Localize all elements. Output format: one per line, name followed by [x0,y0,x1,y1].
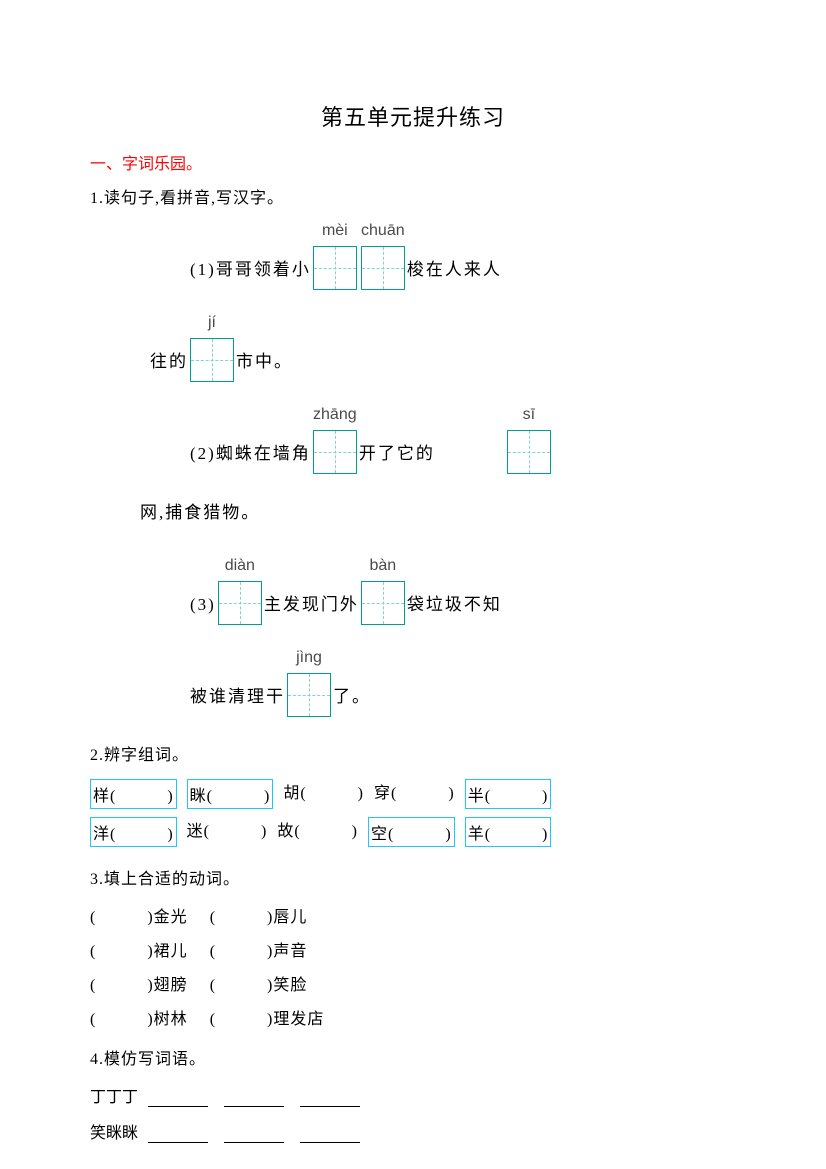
text-fragment: (2)蜘蛛在墙角 [190,439,311,474]
fill-blank[interactable] [300,1142,360,1143]
fill-blank[interactable] [224,1106,284,1107]
text-fragment: 袋垃圾不知 [407,590,502,625]
verb-blank[interactable]: ( )唇儿 [210,909,308,926]
example-word: 笑眯眯 [90,1125,138,1142]
text-fragment: 了。 [333,682,371,717]
q2-row-2: 洋( ) 迷( ) 故( ) 空( ) 羊( ) [90,817,736,847]
pinyin-label: sī [523,406,535,426]
q3-row: ( )裙儿 ( )声音 [90,937,736,961]
text-fragment: 往的 [150,347,188,382]
text-fragment: 被谁清理干 [190,682,285,717]
verb-blank[interactable]: ( )声音 [210,943,308,960]
q1-sentence-2b: 网,捕食猎物。 [140,498,736,533]
text-fragment: 梭在人来人 [407,255,502,290]
verb-blank[interactable]: ( )金光 [90,909,188,926]
char-input-box[interactable]: jí [190,314,234,382]
q1-sentence-3: (3) diàn 主发现门外 bàn 袋垃圾不知 [190,557,736,625]
q1-heading: 1.读句子,看拼音,写汉字。 [90,184,736,208]
word-blank[interactable]: 故( ) [277,817,358,847]
q3-row: ( )金光 ( )唇儿 [90,903,736,927]
word-blank[interactable]: 半( ) [465,779,552,809]
pinyin-label: mèi [322,222,348,242]
fill-blank[interactable] [148,1106,208,1107]
char-input-box[interactable]: mèi [313,222,357,290]
q4-heading: 4.模仿写词语。 [90,1045,736,1069]
text-fragment: 网,捕食猎物。 [140,498,260,533]
text-fragment: (1)哥哥领着小 [190,255,311,290]
section-1-heading: 一、字词乐园。 [90,150,736,174]
char-input-box[interactable]: diàn [218,557,262,625]
verb-blank[interactable]: ( )树林 [90,1011,188,1028]
verb-blank[interactable]: ( )笑脸 [210,977,308,994]
char-input-box[interactable]: sī [507,406,551,474]
q3-row: ( )翅膀 ( )笑脸 [90,971,736,995]
q3-row: ( )树林 ( )理发店 [90,1005,736,1029]
q1-sentence-1: (1)哥哥领着小 mèi chuān 梭在人来人 [190,222,736,290]
verb-blank[interactable]: ( )理发店 [210,1011,325,1028]
pinyin-label: bàn [369,557,396,577]
verb-blank[interactable]: ( )裙儿 [90,943,188,960]
example-word: 丁丁丁 [90,1089,138,1106]
text-fragment: 开了它的 [359,439,435,474]
q2-row-1: 样( ) 眯( ) 胡( ) 穿( ) 半( ) [90,779,736,809]
q4-row-1: 丁丁丁 [90,1083,736,1107]
text-fragment: (3) [190,595,216,625]
q3-heading: 3.填上合适的动词。 [90,865,736,889]
word-blank[interactable]: 胡( ) [283,779,364,809]
fill-blank[interactable] [300,1106,360,1107]
text-fragment: 主发现门外 [264,590,359,625]
word-blank[interactable]: 羊( ) [465,817,552,847]
char-input-box[interactable]: chuān [361,222,405,290]
word-blank[interactable]: 穿( ) [374,779,455,809]
q1-sentence-1b: 往的 jí 市中。 [150,314,736,382]
word-blank[interactable]: 迷( ) [187,817,268,847]
q2-heading: 2.辨字组词。 [90,741,736,765]
q4-row-2: 笑眯眯 [90,1119,736,1143]
word-blank[interactable]: 空( ) [368,817,455,847]
fill-blank[interactable] [148,1142,208,1143]
word-blank[interactable]: 眯( ) [187,779,274,809]
word-blank[interactable]: 洋( ) [90,817,177,847]
char-input-box[interactable]: zhāng [313,406,357,474]
pinyin-label: jí [208,314,216,334]
text-fragment: 市中。 [236,347,293,382]
char-input-box[interactable]: jìng [287,649,331,717]
word-blank[interactable]: 样( ) [90,779,177,809]
pinyin-label: diàn [225,557,255,577]
pinyin-label: jìng [296,649,322,669]
verb-blank[interactable]: ( )翅膀 [90,977,188,994]
pinyin-label: zhāng [313,406,357,426]
char-input-box[interactable]: bàn [361,557,405,625]
page-title: 第五单元提升练习 [90,100,736,132]
q1-sentence-2: (2)蜘蛛在墙角 zhāng 开了它的 sī [190,406,736,474]
pinyin-label: chuān [361,222,405,242]
q1-sentence-3b: 被谁清理干 jìng 了。 [190,649,736,717]
fill-blank[interactable] [224,1142,284,1143]
